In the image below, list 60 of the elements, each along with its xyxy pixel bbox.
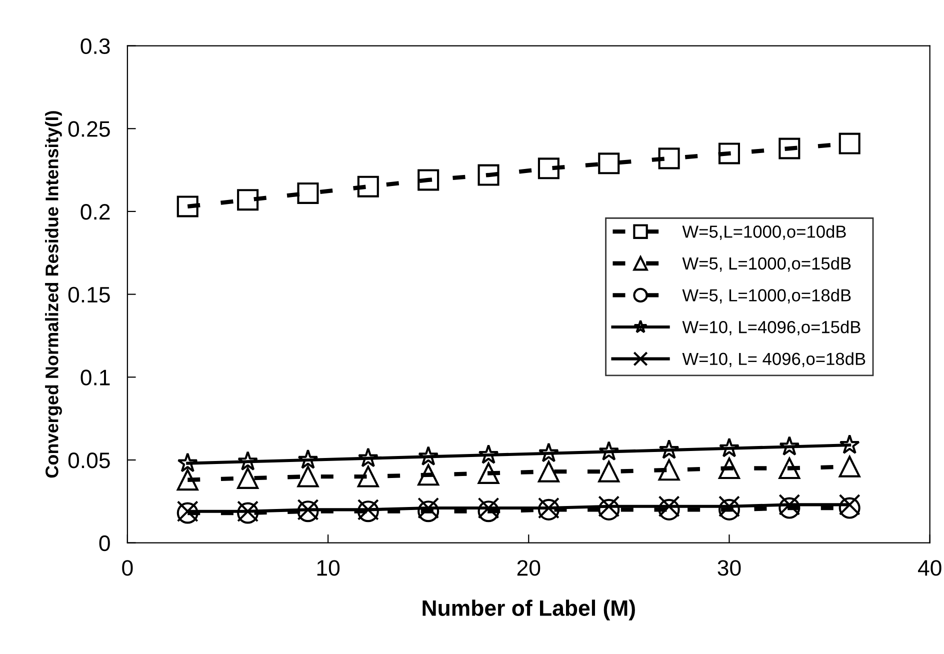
point <box>297 182 319 204</box>
point <box>538 442 559 462</box>
point <box>718 438 740 458</box>
point <box>658 459 680 481</box>
point <box>418 446 439 466</box>
y-tick-label: 0.15 <box>68 286 110 303</box>
y-tick-label: 0 <box>99 535 110 552</box>
point <box>778 497 800 519</box>
point <box>357 466 379 488</box>
point <box>478 500 500 522</box>
point <box>838 456 860 478</box>
point <box>357 176 379 198</box>
y-tick-label: 0.1 <box>80 370 110 386</box>
point <box>779 436 800 456</box>
x-tick-label: 20 <box>517 560 540 576</box>
y-tick-label: 0.3 <box>80 38 110 54</box>
point <box>478 164 500 186</box>
y-tick-label: 0.05 <box>68 452 110 468</box>
legend-label: W=10, L= 4096,o=18dB <box>682 352 866 368</box>
point <box>778 457 800 480</box>
point <box>177 452 198 472</box>
point <box>538 158 560 180</box>
point <box>478 462 500 484</box>
point <box>598 152 620 174</box>
point <box>298 449 318 469</box>
point <box>358 448 378 468</box>
x-tick-label: 40 <box>918 560 942 576</box>
point <box>838 494 860 516</box>
y-axis-title: Converged Normalized Residue Intensity(I) <box>45 111 62 478</box>
point <box>176 469 198 491</box>
x-tick-label: 10 <box>317 560 340 576</box>
x-tick-label: 0 <box>122 560 133 576</box>
point <box>778 138 800 160</box>
point <box>237 189 259 211</box>
point <box>418 464 440 486</box>
point <box>718 142 740 164</box>
legend-label: W=5, L=1000,o=18dB <box>682 288 851 304</box>
legend-label: W=5,L=1000,o=10dB <box>682 225 846 240</box>
point <box>718 457 740 480</box>
point <box>418 169 440 191</box>
y-tick-label: 0.2 <box>80 204 110 220</box>
point <box>838 497 860 519</box>
point <box>598 460 620 482</box>
point <box>297 466 319 488</box>
point <box>176 196 198 218</box>
y-tick-label: 0.25 <box>68 121 110 137</box>
x-axis-title: Number of Label (M) <box>422 600 635 620</box>
point <box>839 434 860 454</box>
x-tick-label: 30 <box>718 560 741 576</box>
point <box>598 440 620 461</box>
legend-label: W=10, L=4096,o=15dB <box>682 320 860 336</box>
point <box>838 132 860 154</box>
point <box>478 444 499 464</box>
point <box>538 460 560 482</box>
point <box>237 467 259 489</box>
point <box>658 439 680 459</box>
point <box>658 148 680 170</box>
point <box>238 450 258 471</box>
point <box>418 500 440 522</box>
legend-label: W=5, L=1000,o=15dB <box>682 256 851 272</box>
